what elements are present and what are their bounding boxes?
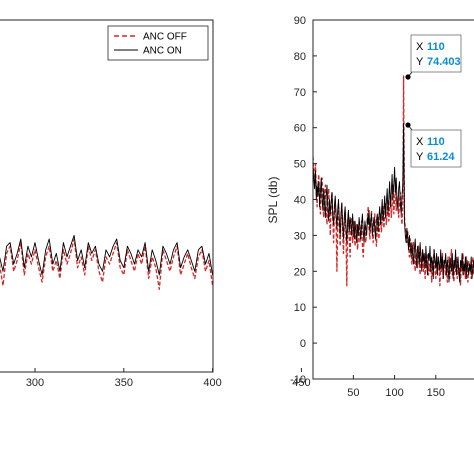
right-plot-x-tick-label: 100	[385, 387, 403, 399]
right-plot-y-tick-label: 80	[294, 51, 306, 63]
right-plot-x-tick-label: 50	[347, 387, 359, 399]
right-plot-y-tick-label: 50	[294, 159, 306, 171]
left-plot-x-tick-label: 400	[203, 377, 221, 389]
datatip-high-x-key: X	[416, 41, 424, 53]
right-plot-x-tick-label: 150	[427, 387, 445, 399]
right-plot-series-anc-on	[313, 122, 474, 283]
datatip-high[interactable]: X 110 Y 74.403	[405, 34, 462, 80]
datatip-high-marker	[405, 74, 411, 80]
left-plot-x-ticks: 300 350 400 450	[26, 368, 311, 389]
right-plot-y-tick-label: 90	[294, 15, 306, 27]
left-plot-x-tick-label: 450	[292, 377, 310, 389]
right-plot-y-tick-label: 70	[294, 87, 306, 99]
left-plot-x-tick-label: 300	[26, 377, 44, 389]
datatip-low-x-key: X	[416, 136, 424, 148]
legend-box	[107, 25, 209, 61]
datatip-low-y-key: Y	[416, 151, 424, 163]
datatip-low-marker	[405, 122, 411, 128]
legend-label-anc-off: ANC OFF	[143, 32, 187, 43]
datatip-low[interactable]: X 110 Y 61.24	[405, 122, 462, 168]
datatip-high-y-key: Y	[416, 56, 424, 68]
right-plot-y-tick-label: 10	[294, 302, 306, 314]
left-plot-x-tick-label: 350	[115, 377, 133, 389]
right-plot-series-anc-off	[313, 75, 474, 287]
right-plot-series	[313, 75, 474, 287]
legend-label-anc-on: ANC ON	[143, 46, 182, 57]
left-plot-panel: 300 350 400 450 ANC OFF ANC ON	[0, 19, 311, 389]
right-plot-axes-box	[312, 19, 474, 380]
right-plot-y-ticks: -10 0 10 20 30 40 50 60 70 80 90	[290, 15, 317, 386]
datatip-high-x-value: 110	[427, 41, 445, 53]
right-plot-y-tick-label: 20	[294, 266, 306, 278]
right-plot-y-tick-label: -10	[290, 374, 306, 386]
datatip-low-x-value: 110	[427, 136, 445, 148]
right-plot-y-tick-label: 40	[294, 195, 306, 207]
datatip-low-box	[410, 129, 462, 168]
left-plot-series	[0, 234, 213, 290]
right-plot-y-tick-label: 60	[294, 123, 306, 135]
right-plot-x-ticks: 50 100 150	[347, 375, 445, 399]
datatip-low-y-value: 61.24	[427, 151, 455, 163]
datatip-high-box	[410, 34, 462, 73]
right-plot-y-axis-label: SPL (db)	[266, 177, 280, 224]
left-plot-series-anc-on	[0, 234, 213, 276]
datatip-high-y-value: 74.403	[427, 56, 461, 68]
left-plot-axes-box	[0, 19, 214, 373]
right-plot-y-tick-label: 0	[300, 338, 306, 350]
legend: ANC OFF ANC ON	[107, 25, 209, 61]
right-plot-panel: -10 0 10 20 30 40 50 60 70 80 90 50 100 150 SPL (db)…	[266, 15, 474, 399]
right-plot-y-tick-label: 30	[294, 230, 306, 242]
